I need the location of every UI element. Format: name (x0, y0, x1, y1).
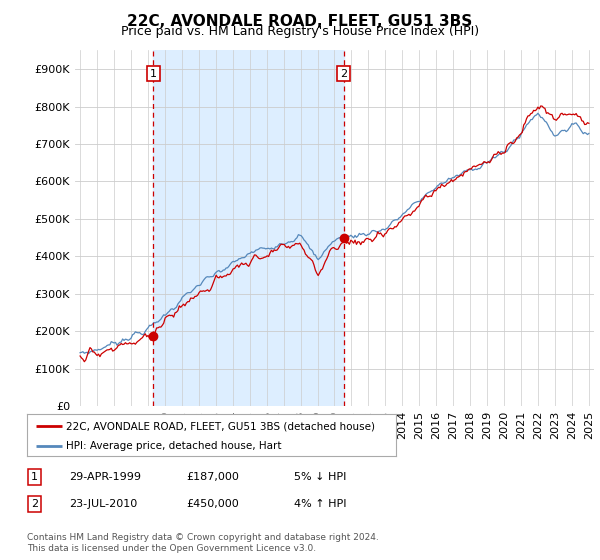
Text: 1: 1 (150, 68, 157, 78)
Text: Price paid vs. HM Land Registry's House Price Index (HPI): Price paid vs. HM Land Registry's House … (121, 25, 479, 38)
Text: 22C, AVONDALE ROAD, FLEET, GU51 3BS: 22C, AVONDALE ROAD, FLEET, GU51 3BS (127, 14, 473, 29)
Text: 4% ↑ HPI: 4% ↑ HPI (294, 499, 347, 509)
Text: 1: 1 (31, 472, 38, 482)
Text: 5% ↓ HPI: 5% ↓ HPI (294, 472, 346, 482)
Text: £187,000: £187,000 (186, 472, 239, 482)
Text: 2: 2 (340, 68, 347, 78)
Text: 23-JUL-2010: 23-JUL-2010 (69, 499, 137, 509)
Text: 29-APR-1999: 29-APR-1999 (69, 472, 141, 482)
Text: £450,000: £450,000 (186, 499, 239, 509)
Bar (154, 50, 344, 406)
Text: HPI: Average price, detached house, Hart: HPI: Average price, detached house, Hart (66, 441, 281, 451)
Text: Contains HM Land Registry data © Crown copyright and database right 2024.
This d: Contains HM Land Registry data © Crown c… (27, 533, 379, 553)
Text: 22C, AVONDALE ROAD, FLEET, GU51 3BS (detached house): 22C, AVONDALE ROAD, FLEET, GU51 3BS (det… (66, 421, 375, 431)
Text: 2: 2 (31, 499, 38, 509)
